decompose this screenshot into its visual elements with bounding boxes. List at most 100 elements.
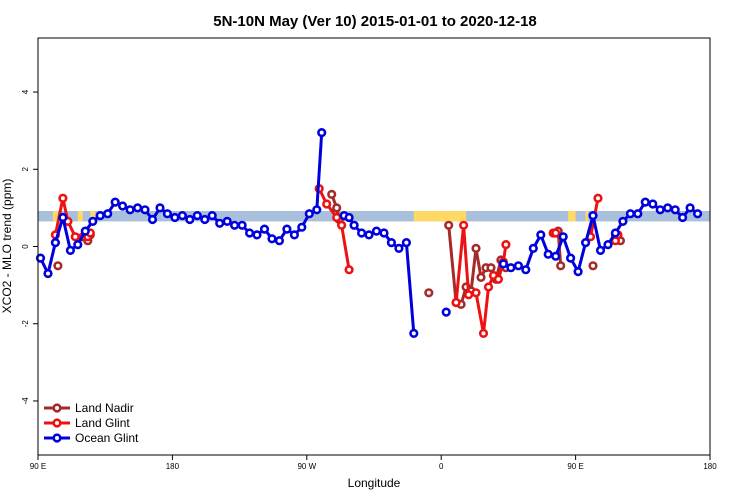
data-point xyxy=(344,265,354,275)
data-point xyxy=(200,214,210,225)
x-tick-label: 180 xyxy=(166,462,180,471)
data-point xyxy=(493,274,504,284)
data-point xyxy=(501,240,511,250)
data-point xyxy=(222,216,232,226)
data-point xyxy=(73,240,83,250)
data-point xyxy=(88,216,98,226)
data-point xyxy=(558,232,568,242)
band-ocean xyxy=(38,210,710,222)
data-point xyxy=(70,232,80,242)
data-point xyxy=(464,290,474,300)
series-layer xyxy=(35,128,703,339)
data-point xyxy=(332,203,342,213)
data-point xyxy=(401,238,412,248)
legend-marker xyxy=(52,433,62,443)
data-point xyxy=(147,214,158,225)
data-point xyxy=(551,251,561,261)
data-point xyxy=(35,253,46,263)
data-point xyxy=(498,259,509,269)
data-point xyxy=(259,224,270,234)
x-tick-label: 180 xyxy=(703,462,717,471)
data-point xyxy=(43,268,53,279)
data-point xyxy=(274,236,285,246)
y-axis-label: XCO2 - MLO trend (ppm) xyxy=(0,179,14,314)
data-point xyxy=(332,212,342,223)
data-point xyxy=(185,214,195,225)
data-point xyxy=(506,263,516,273)
data-point xyxy=(471,243,481,253)
data-point xyxy=(304,209,314,219)
data-point xyxy=(528,243,538,253)
data-point xyxy=(625,209,636,219)
data-point xyxy=(312,205,322,215)
data-point xyxy=(618,216,628,226)
data-point xyxy=(58,212,68,223)
band-land-5 xyxy=(585,210,589,222)
y-axis: -4 -2 0 2 4 xyxy=(21,89,38,405)
series-ocean-glint xyxy=(35,128,703,339)
data-point xyxy=(58,193,68,203)
data-point xyxy=(670,205,680,215)
data-point xyxy=(103,209,113,219)
x-tick-label: 90 W xyxy=(297,462,316,471)
y-tick-label: 2 xyxy=(21,167,30,172)
data-point xyxy=(371,226,382,236)
data-point xyxy=(177,211,187,221)
series-line xyxy=(454,223,508,335)
data-point xyxy=(663,203,673,213)
data-point xyxy=(476,272,486,283)
band-land-2 xyxy=(90,210,96,222)
data-point xyxy=(357,228,367,238)
data-point xyxy=(170,212,180,223)
data-point xyxy=(444,220,454,230)
data-point xyxy=(133,203,143,213)
data-point xyxy=(344,212,354,223)
data-point xyxy=(451,297,461,308)
data-point xyxy=(95,211,105,221)
data-point xyxy=(588,261,598,271)
y-tick-label: -2 xyxy=(21,320,30,328)
data-point xyxy=(379,228,389,238)
x-axis: 90 E 180 90 W 0 90 E 180 xyxy=(30,455,717,471)
data-point xyxy=(580,238,591,248)
data-point xyxy=(140,205,150,215)
data-point xyxy=(237,220,247,230)
data-point xyxy=(513,261,524,271)
data-point xyxy=(50,238,61,248)
data-point xyxy=(155,203,165,213)
data-point xyxy=(536,230,546,240)
data-point xyxy=(53,261,63,271)
data-point xyxy=(245,228,255,238)
data-point xyxy=(267,234,277,244)
data-point xyxy=(543,249,553,259)
legend-label: Land Nadir xyxy=(75,401,134,415)
data-point xyxy=(80,226,90,236)
data-point xyxy=(162,209,172,219)
data-point xyxy=(289,230,300,240)
band-land-1 xyxy=(77,210,83,222)
data-point xyxy=(110,197,120,207)
data-point xyxy=(640,197,650,207)
band-land-0 xyxy=(52,210,58,222)
data-point xyxy=(317,128,327,138)
data-point xyxy=(230,220,240,230)
data-point xyxy=(610,228,621,238)
data-point xyxy=(648,199,658,209)
data-point xyxy=(655,205,665,215)
series-line xyxy=(39,132,324,275)
data-point xyxy=(282,224,292,234)
data-point xyxy=(633,209,643,219)
data-point xyxy=(603,240,613,250)
band-land-4 xyxy=(568,210,576,222)
x-tick-label: 0 xyxy=(439,462,444,471)
legend-marker xyxy=(52,418,62,428)
data-point xyxy=(565,253,576,263)
legend-marker xyxy=(52,403,62,413)
data-point xyxy=(252,230,262,240)
y-tick-label: 0 xyxy=(21,244,30,249)
data-point xyxy=(327,189,337,199)
data-point xyxy=(207,211,217,221)
data-point xyxy=(424,288,434,298)
data-point xyxy=(551,228,561,238)
